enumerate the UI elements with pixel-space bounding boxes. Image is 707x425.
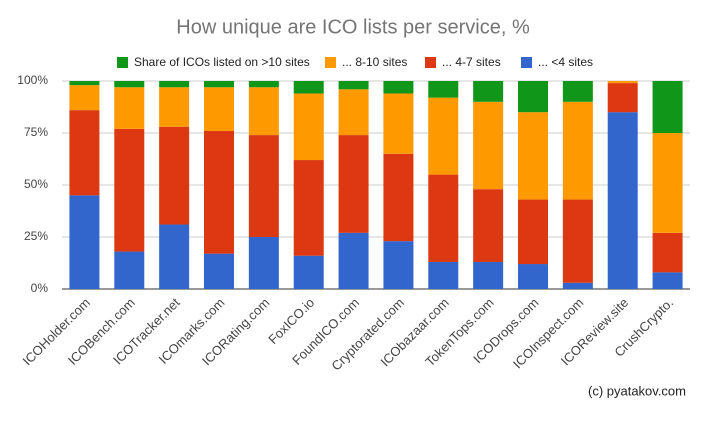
bar-segment xyxy=(428,97,459,175)
bar-segment xyxy=(652,81,683,133)
bar-segment xyxy=(338,89,369,136)
bar-segment xyxy=(69,195,100,289)
source-note: (c) pyatakov.com xyxy=(588,383,686,398)
bar-segment xyxy=(293,255,324,289)
legend-label: ... 4-7 sites xyxy=(442,55,501,69)
bar-segment xyxy=(428,174,459,262)
bar-segment xyxy=(428,81,459,98)
bar-segment xyxy=(338,81,369,90)
bar-segment xyxy=(248,135,279,237)
bar-segment xyxy=(293,81,324,94)
y-tick-label: 0% xyxy=(31,281,49,295)
bar-segment xyxy=(652,232,683,273)
bar-segment xyxy=(383,93,414,154)
bar-segment xyxy=(473,101,504,190)
legend-swatch xyxy=(425,57,436,68)
bar-segment xyxy=(159,224,190,289)
legend-swatch xyxy=(117,57,128,68)
bar-segment xyxy=(338,232,369,289)
bar-segment xyxy=(562,81,593,102)
bar-segment xyxy=(428,261,459,289)
bar-segment xyxy=(248,237,279,289)
bar-segment xyxy=(383,81,414,94)
chart-title: How unique are ICO lists per service, % xyxy=(176,16,530,38)
bar-segment xyxy=(607,83,638,113)
bar-segment xyxy=(159,87,190,127)
legend-label: ... <4 sites xyxy=(538,55,593,69)
y-tick-label: 50% xyxy=(24,177,48,191)
bar-segment xyxy=(114,128,145,252)
bar-segment xyxy=(338,135,369,233)
bar-segment xyxy=(159,126,190,225)
bar-segment xyxy=(473,81,504,102)
bar-segment xyxy=(204,130,234,254)
bar-segment xyxy=(293,160,324,256)
bar-segment xyxy=(518,264,548,289)
bar-segment xyxy=(248,87,279,136)
bar-segment xyxy=(114,87,145,129)
bar-segment xyxy=(69,110,100,196)
bar-segment xyxy=(518,112,548,200)
bar-segment xyxy=(562,101,593,200)
bar-segment xyxy=(204,253,234,289)
bar-segment xyxy=(607,81,638,84)
bar-segment xyxy=(652,133,683,233)
y-tick-label: 25% xyxy=(24,229,48,243)
bar-segment xyxy=(383,153,414,242)
bar-segment xyxy=(248,81,279,88)
bar-segment xyxy=(69,85,100,111)
legend-swatch xyxy=(325,57,336,68)
bar-segment xyxy=(114,81,145,88)
bar-segment xyxy=(159,81,190,88)
bar-segment xyxy=(562,282,593,289)
bar-segment xyxy=(652,272,683,289)
bar-segment xyxy=(383,241,414,289)
legend-label: Share of ICOs listed on >10 sites xyxy=(134,55,310,69)
bar-segment xyxy=(204,81,234,88)
bar-segment xyxy=(518,81,548,113)
bar-segment xyxy=(562,199,593,283)
bar-segment xyxy=(473,189,504,262)
bar-segment xyxy=(69,81,100,86)
bar-segment xyxy=(293,93,324,161)
y-tick-label: 100% xyxy=(17,73,48,87)
bar-segment xyxy=(204,87,234,131)
legend-swatch xyxy=(521,57,532,68)
bar-segment xyxy=(473,261,504,289)
legend-label: ... 8-10 sites xyxy=(342,55,407,69)
bar-segment xyxy=(114,251,145,289)
bar-segment xyxy=(518,199,548,265)
bar-segment xyxy=(607,112,638,289)
y-tick-label: 75% xyxy=(24,125,48,139)
